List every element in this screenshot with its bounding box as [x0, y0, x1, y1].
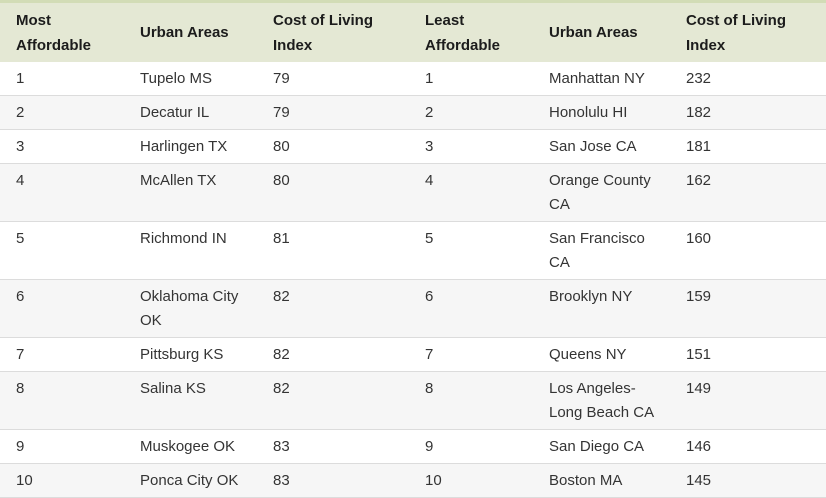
least-urban-area-cell: Honolulu HI — [533, 95, 670, 130]
header-cost-of-living-index-least: Cost of Living Index — [670, 0, 826, 62]
least-index-cell: 145 — [670, 463, 826, 498]
most-urban-area-cell: Richmond IN — [124, 221, 257, 280]
most-urban-area-cell: McAllen TX — [124, 163, 257, 222]
least-urban-area-cell: San Jose CA — [533, 129, 670, 164]
least-index-cell: 181 — [670, 129, 826, 164]
least-rank-cell: 10 — [409, 463, 533, 498]
table-row: 6 Oklahoma City OK 82 6 Brooklyn NY 159 — [0, 279, 826, 338]
least-rank-cell: 1 — [409, 62, 533, 96]
most-index-cell: 79 — [257, 95, 409, 130]
least-index-cell: 232 — [670, 62, 826, 96]
least-urban-area-cell: Los Angeles-Long Beach CA — [533, 371, 670, 430]
least-index-cell: 160 — [670, 221, 826, 280]
table-row: 8 Salina KS 82 8 Los Angeles-Long Beach CA 14… — [0, 371, 826, 430]
least-index-cell: 162 — [670, 163, 826, 222]
most-index-cell: 83 — [257, 463, 409, 498]
most-urban-area-cell: Decatur IL — [124, 95, 257, 130]
least-index-cell: 151 — [670, 337, 826, 372]
header-row: Most Affordable Urban Areas Cost of Livi… — [0, 0, 826, 62]
most-urban-area-cell: Salina KS — [124, 371, 257, 430]
header-urban-areas-most: Urban Areas — [124, 0, 257, 62]
most-rank-cell: 2 — [0, 95, 124, 130]
table-row: 9 Muskogee OK 83 9 San Diego CA 146 — [0, 429, 826, 464]
least-index-cell: 182 — [670, 95, 826, 130]
header-urban-areas-least: Urban Areas — [533, 0, 670, 62]
most-rank-cell: 8 — [0, 371, 124, 430]
least-rank-cell: 6 — [409, 279, 533, 338]
header-most-affordable: Most Affordable — [0, 0, 124, 62]
most-index-cell: 82 — [257, 371, 409, 430]
most-index-cell: 81 — [257, 221, 409, 280]
most-index-cell: 82 — [257, 337, 409, 372]
table-row: 1 Tupelo MS 79 1 Manhattan NY 232 — [0, 62, 826, 96]
least-index-cell: 146 — [670, 429, 826, 464]
table-row: 5 Richmond IN 81 5 San Francisco CA 160 — [0, 221, 826, 280]
least-rank-cell: 2 — [409, 95, 533, 130]
most-rank-cell: 1 — [0, 62, 124, 96]
most-urban-area-cell: Ponca City OK — [124, 463, 257, 498]
most-index-cell: 80 — [257, 163, 409, 222]
least-rank-cell: 4 — [409, 163, 533, 222]
most-urban-area-cell: Muskogee OK — [124, 429, 257, 464]
least-rank-cell: 5 — [409, 221, 533, 280]
table-row: 3 Harlingen TX 80 3 San Jose CA 181 — [0, 129, 826, 164]
most-rank-cell: 3 — [0, 129, 124, 164]
least-urban-area-cell: Boston MA — [533, 463, 670, 498]
most-rank-cell: 7 — [0, 337, 124, 372]
least-rank-cell: 3 — [409, 129, 533, 164]
most-rank-cell: 4 — [0, 163, 124, 222]
most-rank-cell: 10 — [0, 463, 124, 498]
most-urban-area-cell: Tupelo MS — [124, 62, 257, 96]
table-header: Most Affordable Urban Areas Cost of Livi… — [0, 0, 826, 62]
most-index-cell: 82 — [257, 279, 409, 338]
table-row: 10 Ponca City OK 83 10 Boston MA 145 — [0, 463, 826, 498]
table-row: 2 Decatur IL 79 2 Honolulu HI 182 — [0, 95, 826, 130]
least-rank-cell: 9 — [409, 429, 533, 464]
header-least-affordable: Least Affordable — [409, 0, 533, 62]
least-index-cell: 149 — [670, 371, 826, 430]
least-urban-area-cell: Manhattan NY — [533, 62, 670, 96]
most-index-cell: 83 — [257, 429, 409, 464]
least-index-cell: 159 — [670, 279, 826, 338]
most-urban-area-cell: Harlingen TX — [124, 129, 257, 164]
most-urban-area-cell: Pittsburg KS — [124, 337, 257, 372]
least-urban-area-cell: Queens NY — [533, 337, 670, 372]
least-urban-area-cell: Brooklyn NY — [533, 279, 670, 338]
table-row: 7 Pittsburg KS 82 7 Queens NY 151 — [0, 337, 826, 372]
least-urban-area-cell: San Francisco CA — [533, 221, 670, 280]
most-rank-cell: 6 — [0, 279, 124, 338]
header-cost-of-living-index-most: Cost of Living Index — [257, 0, 409, 62]
least-urban-area-cell: San Diego CA — [533, 429, 670, 464]
most-rank-cell: 5 — [0, 221, 124, 280]
most-urban-area-cell: Oklahoma City OK — [124, 279, 257, 338]
table-body: 1 Tupelo MS 79 1 Manhattan NY 232 2 Decatur IL 7… — [0, 62, 826, 498]
least-rank-cell: 8 — [409, 371, 533, 430]
most-index-cell: 80 — [257, 129, 409, 164]
least-rank-cell: 7 — [409, 337, 533, 372]
table-row: 4 McAllen TX 80 4 Orange County CA 162 — [0, 163, 826, 222]
least-urban-area-cell: Orange County CA — [533, 163, 670, 222]
most-index-cell: 79 — [257, 62, 409, 96]
most-rank-cell: 9 — [0, 429, 124, 464]
